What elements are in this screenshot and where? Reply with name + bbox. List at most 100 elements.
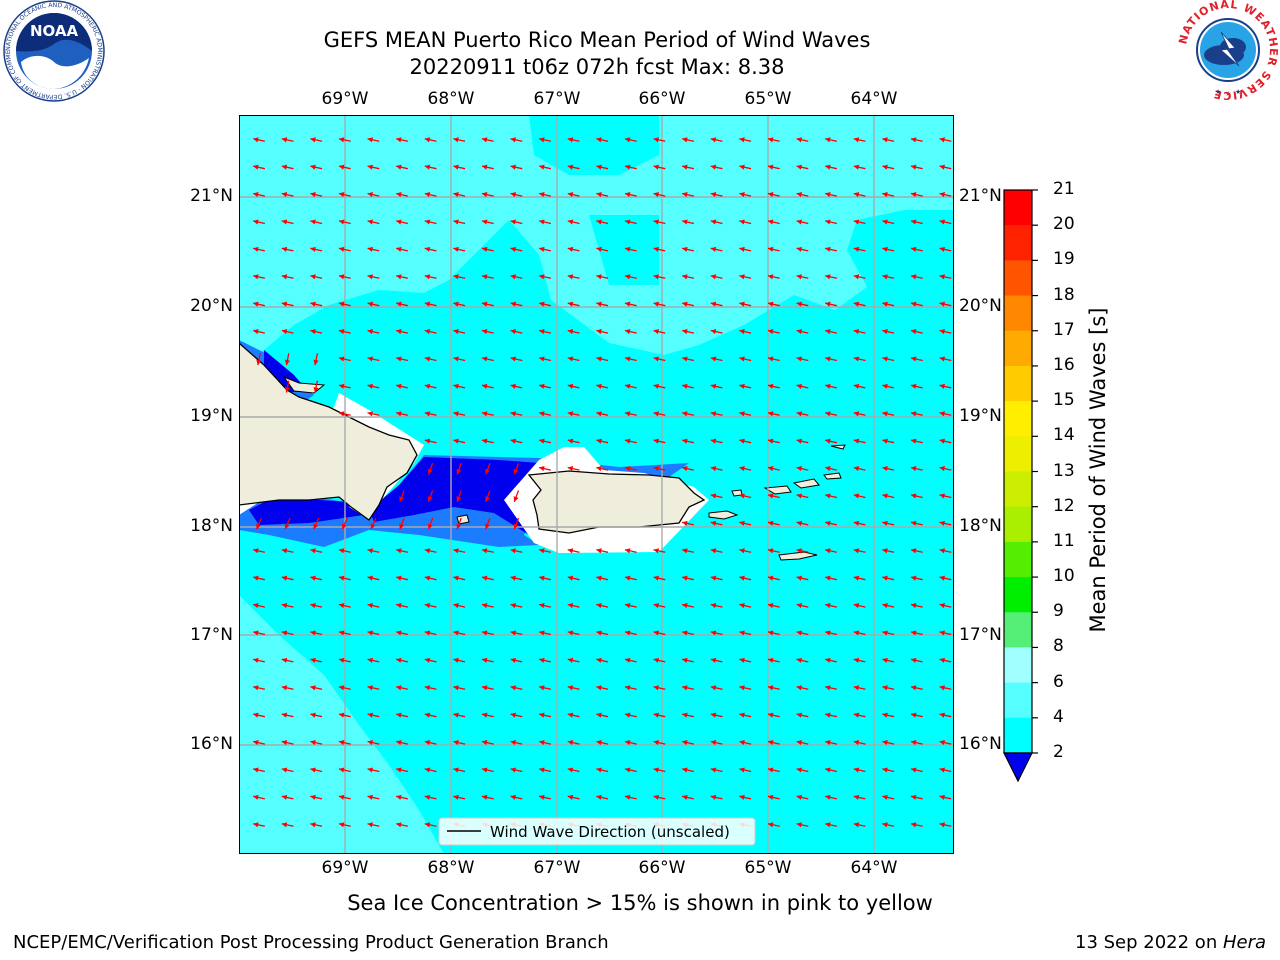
wind-wave-arrow-head <box>396 164 402 170</box>
wind-wave-arrow-head <box>653 548 659 554</box>
wind-wave-arrow-head <box>767 740 774 746</box>
wind-wave-arrow-head <box>624 164 631 170</box>
wind-wave-arrow-head <box>481 712 488 718</box>
wind-wave-arrow-head <box>853 301 860 307</box>
wind-wave-arrow-head <box>882 767 888 773</box>
wind-wave-arrow-head <box>939 794 945 800</box>
wind-wave-arrow-head <box>396 411 402 417</box>
wind-wave-arrow-head <box>624 548 631 554</box>
wind-wave-arrow-head <box>596 548 602 554</box>
wind-wave-arrow-head <box>939 822 945 828</box>
wind-wave-arrow-head <box>396 137 402 143</box>
colorbar-tick-label: 6 <box>1053 671 1064 692</box>
wind-wave-arrow-head <box>682 548 688 554</box>
lat-label-right: 21°N <box>959 186 1002 206</box>
wind-wave-arrow-head <box>253 630 259 636</box>
colorbar-tick-label: 15 <box>1053 390 1075 411</box>
wind-wave-arrow-head <box>767 493 774 499</box>
wind-wave-arrow-head <box>910 493 917 499</box>
wind-wave-arrow-head <box>596 274 602 280</box>
wind-wave-arrow-head <box>710 548 717 554</box>
wind-wave-arrow-head <box>653 219 659 225</box>
wind-wave-arrow-head <box>939 712 945 718</box>
wind-wave-arrow-head <box>481 603 488 609</box>
wind-wave-arrow-head <box>767 383 774 389</box>
wind-wave-arrow-head <box>453 630 459 636</box>
wind-wave-arrow-head <box>396 575 402 581</box>
chart-title-line2: 20220911 t06z 072h fcst Max: 8.38 <box>409 55 785 79</box>
wind-wave-arrow-head <box>481 548 488 554</box>
wind-wave-arrow-head <box>653 383 659 389</box>
wind-wave-arrow-head <box>338 137 345 143</box>
wind-wave-arrow-head <box>796 767 802 773</box>
wind-wave-arrow-head <box>853 712 860 718</box>
wind-wave-arrow-head <box>539 274 545 280</box>
wind-wave-arrow-head <box>367 822 373 828</box>
wind-wave-arrow-head <box>653 301 659 307</box>
wind-wave-arrow-head <box>682 794 688 800</box>
wind-wave-arrow-head <box>882 575 888 581</box>
wind-wave-arrow-head <box>710 493 717 499</box>
map-legend: Wind Wave Direction (unscaled) <box>438 817 756 846</box>
wind-wave-arrow-head <box>853 274 860 280</box>
wind-wave-arrow-head <box>338 712 345 718</box>
wind-wave-arrow-head <box>853 438 860 444</box>
wind-wave-arrow-head <box>882 466 888 472</box>
wind-wave-arrow-head <box>539 603 545 609</box>
colorbar-segment <box>1004 295 1032 332</box>
wind-wave-arrow-head <box>882 219 888 225</box>
wind-wave-arrow-head <box>281 192 288 198</box>
wind-wave-arrow-head <box>825 685 831 691</box>
wind-wave-arrow-head <box>624 219 631 225</box>
wind-wave-arrow-head <box>481 411 488 417</box>
wind-wave-arrow-head <box>310 767 316 773</box>
wind-wave-arrow-head <box>427 496 433 502</box>
wind-wave-arrow-head <box>510 575 516 581</box>
wind-wave-arrow-head <box>424 137 431 143</box>
wind-wave-arrow-head <box>624 301 631 307</box>
wind-wave-arrow-head <box>281 657 288 663</box>
wind-wave-arrow-head <box>338 301 345 307</box>
wind-wave-arrow-head <box>370 523 376 530</box>
wind-wave-arrow-head <box>939 575 945 581</box>
wind-wave-arrow-head <box>882 383 888 389</box>
wind-wave-arrow-head <box>939 219 945 225</box>
wind-wave-arrow-head <box>624 794 631 800</box>
wind-wave-arrow-head <box>710 164 717 170</box>
wind-wave-arrow-head <box>910 301 917 307</box>
legend-label: Wind Wave Direction (unscaled) <box>490 823 730 841</box>
island-virgin-gorda <box>823 472 842 480</box>
wind-wave-arrow-head <box>281 329 288 335</box>
wind-wave-arrow-head <box>539 466 545 472</box>
wind-wave-arrow-head <box>739 192 745 198</box>
wind-wave-arrow-head <box>796 219 802 225</box>
wind-wave-arrow-head <box>825 164 831 170</box>
wind-wave-arrow-head <box>510 356 516 362</box>
wind-wave-arrow-head <box>539 411 545 417</box>
wind-wave-arrow-head <box>513 523 519 530</box>
wind-wave-arrow-head <box>596 740 602 746</box>
wind-wave-arrow-head <box>367 712 373 718</box>
wind-wave-arrow-head <box>882 329 888 335</box>
colorbar-title: Mean Period of Wind Waves [s] <box>1086 307 1110 633</box>
wind-wave-arrow-head <box>910 329 917 335</box>
wind-wave-arrow-head <box>682 164 688 170</box>
wind-wave-arrow-head <box>596 712 602 718</box>
wind-wave-arrow-head <box>424 740 431 746</box>
wind-wave-arrow-head <box>739 301 745 307</box>
wind-wave-arrow-head <box>310 329 316 335</box>
wind-wave-arrow-head <box>653 740 659 746</box>
colorbar-tick-label: 13 <box>1053 460 1075 481</box>
wind-wave-arrow-head <box>825 438 831 444</box>
wind-wave-direction-arrows <box>253 137 952 828</box>
colorbar-segment <box>1004 401 1032 437</box>
wind-wave-arrow-head <box>796 411 802 417</box>
wind-wave-arrow-head <box>567 740 574 746</box>
wind-wave-arrow-head <box>624 411 631 417</box>
wind-wave-arrow-head <box>510 192 516 198</box>
wind-wave-arrow-head <box>510 438 516 444</box>
wind-wave-arrow-head <box>825 246 831 252</box>
wind-wave-arrow-head <box>424 822 431 828</box>
wind-wave-arrow-head <box>310 164 316 170</box>
map-panel: Wind Wave Direction (unscaled) <box>239 115 954 854</box>
